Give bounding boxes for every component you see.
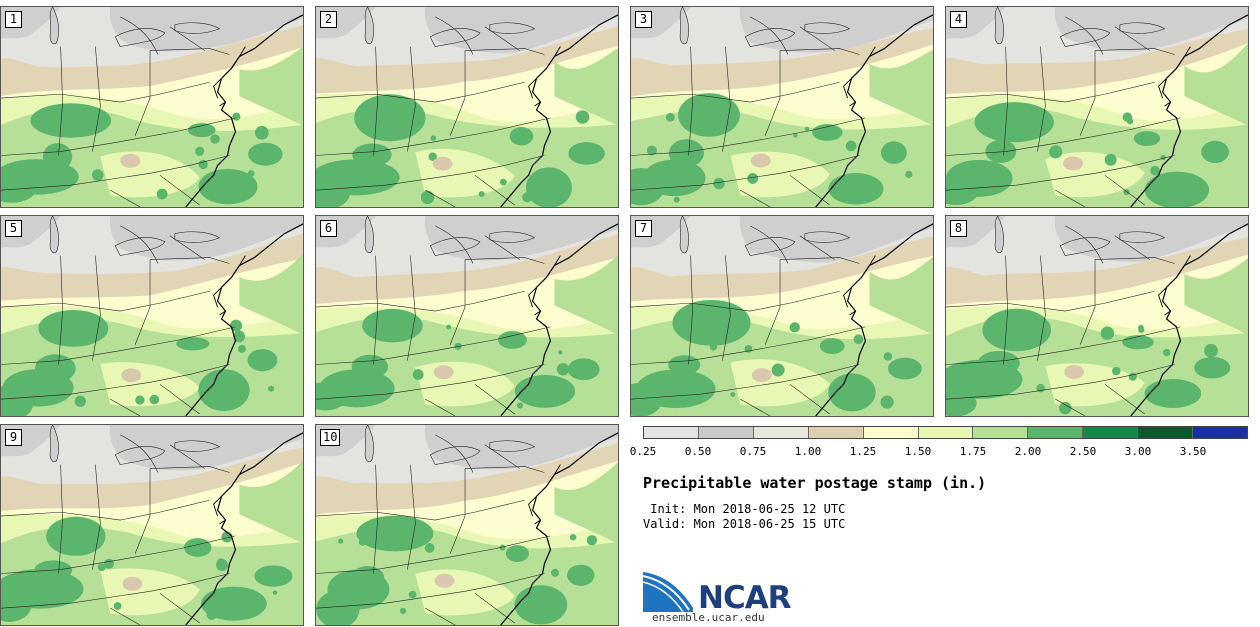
precipitable-water-map [316,216,618,416]
colorbar-swatch [753,427,809,438]
precipitable-water-map [316,425,618,625]
precipitable-water-map [1,425,303,625]
plot-title: Precipitable water postage stamp (in.) [643,474,987,492]
colorbar-swatch [808,427,864,438]
ensemble-member-label: 7 [635,220,652,237]
colorbar-tick-label: 0.25 [629,445,657,458]
ensemble-member-label: 1 [5,11,22,28]
precipitable-water-map [946,7,1248,207]
precipitable-water-map [316,7,618,207]
ensemble-member-label: 4 [950,11,967,28]
colorbar-swatch [1028,427,1084,438]
init-time: Init: Mon 2018-06-25 12 UTC [643,502,846,516]
ensemble-member-label: 8 [950,220,967,237]
ensemble-member-label: 6 [320,220,337,237]
postage-stamp-map: 7 [630,215,934,417]
precipitable-water-map [631,7,933,207]
valid-time: Valid: Mon 2018-06-25 15 UTC [643,517,846,531]
colorbar-swatch [1083,427,1139,438]
colorbar-tick-label: 1.50 [904,445,932,458]
precipitable-water-map [631,216,933,416]
colorbar-tick-label: 1.00 [794,445,822,458]
postage-stamp-map: 3 [630,6,934,208]
postage-stamp-map: 8 [945,215,1249,417]
colorbar-tick-label: 2.50 [1069,445,1097,458]
colorbar-swatch [1193,427,1247,438]
ensemble-member-label: 10 [320,429,341,446]
ensemble-member-label: 9 [5,429,22,446]
colorbar-swatch [698,427,754,438]
ncar-logo-text: NCAR [698,580,792,616]
colorbar-swatch [1138,427,1194,438]
postage-stamp-map: 6 [315,215,619,417]
colorbar-tick-label: 2.00 [1014,445,1042,458]
ensemble-member-label: 5 [5,220,22,237]
postage-stamp-map: 2 [315,6,619,208]
postage-stamp-map: 10 [315,424,619,626]
colorbar-tick-label: 0.50 [684,445,712,458]
postage-stamp-map: 9 [0,424,304,626]
ensemble-member-label: 3 [635,11,652,28]
colorbar-tick-label: 0.75 [739,445,767,458]
site-url: ensemble.ucar.edu [652,611,765,624]
colorbar-tick-label: 3.00 [1124,445,1152,458]
colorbar-tick-label: 3.50 [1179,445,1207,458]
postage-stamp-map: 1 [0,6,304,208]
colorbar-swatch [918,427,974,438]
precipitable-water-map [1,216,303,416]
colorbar-tick-label: 1.25 [849,445,877,458]
colorbar-swatch [863,427,919,438]
colorbar-ticks: 0.25 0.50 0.75 1.00 1.25 1.50 1.75 2.00 2.50 3.00… [630,445,1248,459]
postage-stamp-map: 4 [945,6,1249,208]
ncar-logo-icon [643,572,693,613]
postage-stamp-map: 5 [0,215,304,417]
precipitable-water-map [946,216,1248,416]
ensemble-member-label: 2 [320,11,337,28]
colorbar-tick-label: 1.75 [959,445,987,458]
colorbar-swatch [644,427,699,438]
colorbar [643,426,1248,439]
colorbar-swatch [973,427,1029,438]
precipitable-water-map [1,7,303,207]
